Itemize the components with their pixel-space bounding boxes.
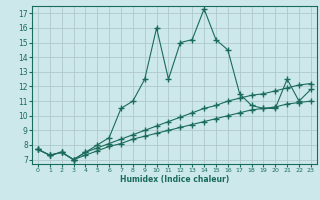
X-axis label: Humidex (Indice chaleur): Humidex (Indice chaleur) [120, 175, 229, 184]
